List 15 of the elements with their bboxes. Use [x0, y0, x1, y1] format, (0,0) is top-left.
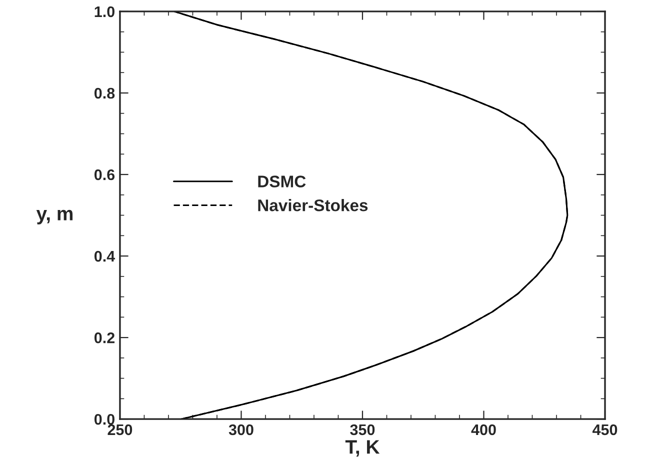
- x-tick-label: 400: [471, 424, 496, 436]
- y-tick-label: 0.6: [94, 169, 115, 180]
- x-tick-label: 250: [108, 424, 132, 436]
- legend-label: DSMC: [258, 176, 306, 188]
- x-axis-title: T, K: [345, 440, 380, 457]
- y-tick-label: 0.4: [94, 250, 116, 262]
- y-axis-title: y, m: [36, 210, 73, 224]
- x-tick-label: 300: [228, 424, 254, 436]
- y-tick-label: 1.0: [94, 6, 114, 18]
- y-tick-label: 0.0: [94, 414, 114, 425]
- legend-label: Navier-Stokes: [258, 199, 368, 212]
- y-tick-label: 0.2: [94, 332, 114, 344]
- x-tick-label: 350: [350, 424, 375, 436]
- x-tick-label: 450: [592, 424, 618, 436]
- y-tick-label: 0.8: [94, 88, 115, 99]
